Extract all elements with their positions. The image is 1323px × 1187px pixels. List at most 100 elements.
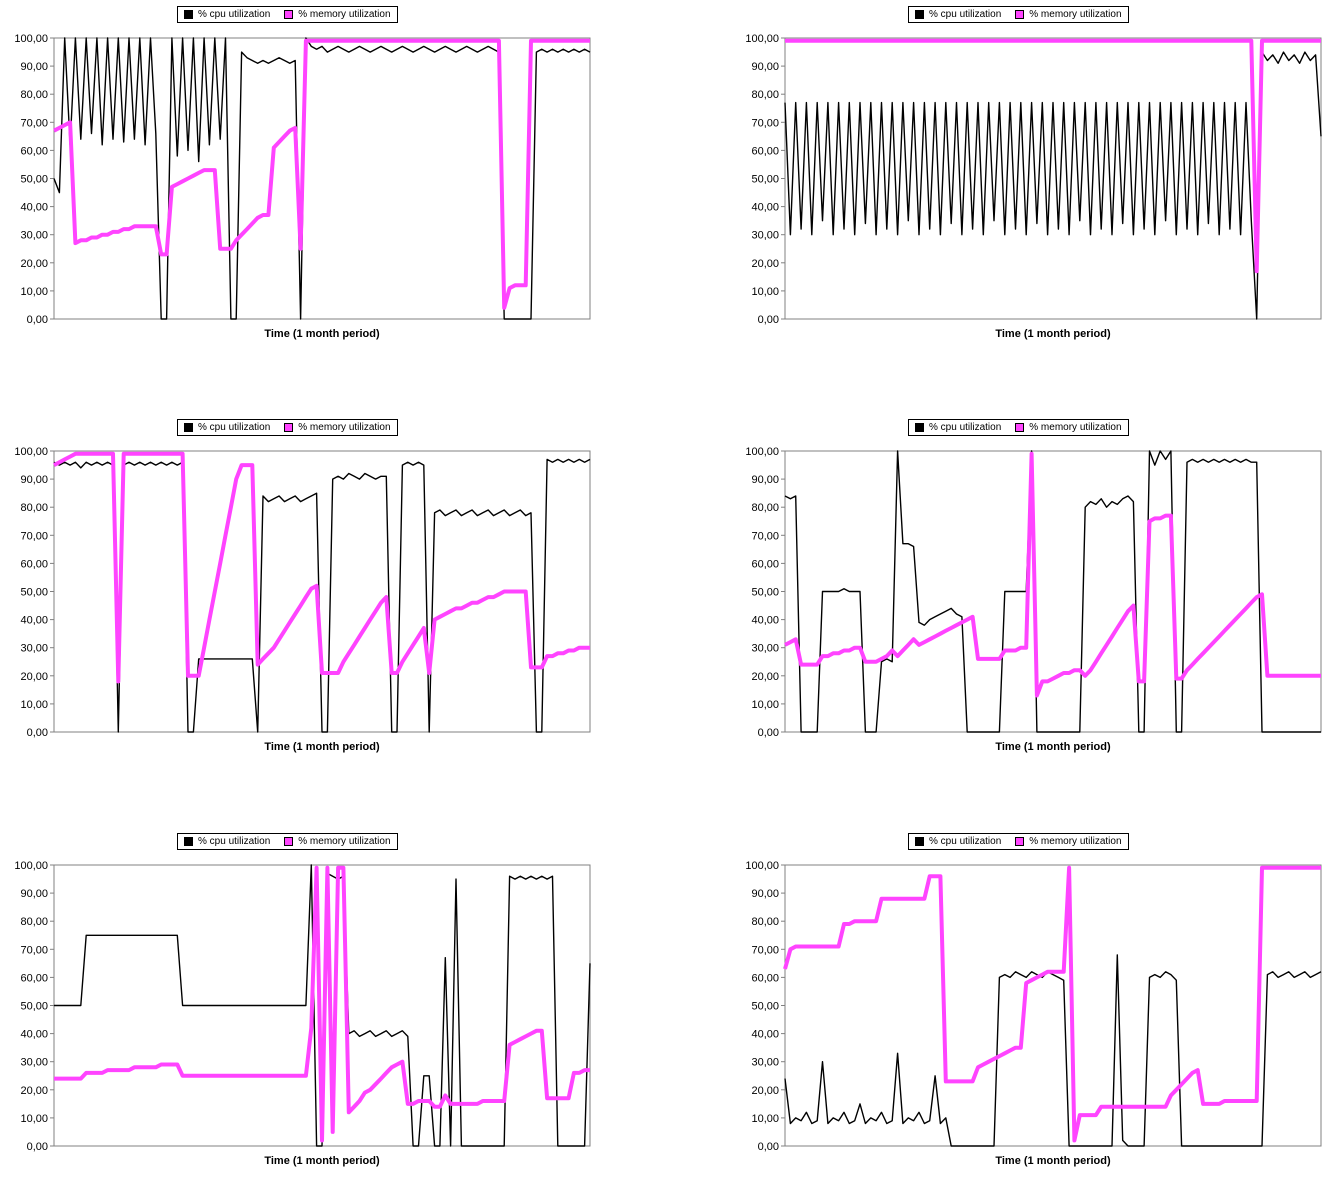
legend-swatch xyxy=(284,10,294,19)
chart-panel-3: % cpu utilization % memory utilization 0,0… xyxy=(0,413,600,773)
y-tick-label: 100,00 xyxy=(745,860,779,872)
chart-panel-4: % cpu utilization % memory utilization 0,0… xyxy=(731,413,1323,773)
y-tick-label: 90,00 xyxy=(751,61,779,73)
y-tick-label: 70,00 xyxy=(20,944,48,956)
memory-series-line xyxy=(53,38,590,310)
memory-series-line xyxy=(53,451,590,684)
legend-swatch xyxy=(915,837,924,846)
chart-panel-2: % cpu utilization % memory utilization 0,0… xyxy=(731,0,1323,360)
x-axis-label: Time (1 month period) xyxy=(264,328,380,340)
y-tick-label: 40,00 xyxy=(20,1029,48,1041)
y-tick-label: 80,00 xyxy=(751,502,779,514)
cpu-series-line xyxy=(54,864,591,1147)
y-tick-label: 70,00 xyxy=(20,117,48,129)
y-tick-label: 10,00 xyxy=(20,1113,48,1125)
legend-entry-memory: % memory utilization xyxy=(1015,836,1122,847)
y-tick-label: 60,00 xyxy=(751,558,779,570)
plot-area xyxy=(53,37,591,320)
legend-entry-memory: % memory utilization xyxy=(284,836,391,847)
y-tick-label: 80,00 xyxy=(20,89,48,101)
y-tick-label: 0,00 xyxy=(758,727,779,739)
cpu-series-line xyxy=(784,954,1322,1147)
legend-label: % memory utilization xyxy=(298,836,391,847)
chart-panel-6: % cpu utilization % memory utilization 0,0… xyxy=(731,827,1323,1187)
y-tick-label: 80,00 xyxy=(751,89,779,101)
y-tick-label: 50,00 xyxy=(751,587,779,599)
y-tick-label: 50,00 xyxy=(20,587,48,599)
memory-series-line xyxy=(783,865,1321,1143)
y-tick-label: 20,00 xyxy=(751,671,779,683)
legend-entry-cpu: % cpu utilization xyxy=(915,9,1001,20)
memory-series-line xyxy=(54,865,590,1143)
legend-swatch xyxy=(915,423,924,432)
legend-entry-cpu: % cpu utilization xyxy=(184,836,270,847)
y-tick-label: 20,00 xyxy=(20,671,48,683)
y-tick-label: 90,00 xyxy=(20,888,48,900)
plot-area xyxy=(784,864,1322,1147)
legend-label: % cpu utilization xyxy=(929,9,1002,20)
y-tick-label: 40,00 xyxy=(20,202,48,214)
y-tick-label: 80,00 xyxy=(751,916,779,928)
legend-label: % memory utilization xyxy=(298,422,391,433)
memory-series-line xyxy=(784,451,1321,698)
y-tick-label: 100,00 xyxy=(14,860,48,872)
chart-legend: % cpu utilization % memory utilization xyxy=(177,833,398,850)
legend-swatch xyxy=(184,837,193,846)
y-tick-label: 20,00 xyxy=(20,258,48,270)
y-tick-label: 70,00 xyxy=(751,117,779,129)
legend-swatch xyxy=(184,423,193,432)
cpu-series-line xyxy=(53,458,591,733)
legend-label: % memory utilization xyxy=(298,9,391,20)
legend-swatch xyxy=(284,837,294,846)
y-tick-label: 10,00 xyxy=(20,699,48,711)
y-tick-label: 0,00 xyxy=(758,1141,779,1153)
y-tick-label: 60,00 xyxy=(751,972,779,984)
y-tick-label: 70,00 xyxy=(751,530,779,542)
chart-legend: % cpu utilization % memory utilization xyxy=(177,6,398,23)
y-tick-label: 70,00 xyxy=(751,944,779,956)
y-tick-label: 60,00 xyxy=(20,972,48,984)
legend-label: % cpu utilization xyxy=(198,422,271,433)
y-tick-label: 0,00 xyxy=(758,314,779,326)
legend-label: % cpu utilization xyxy=(198,836,271,847)
y-tick-label: 80,00 xyxy=(20,502,48,514)
y-tick-label: 60,00 xyxy=(20,145,48,157)
y-tick-label: 10,00 xyxy=(20,286,48,298)
y-tick-label: 90,00 xyxy=(751,474,779,486)
chart-svg: 0,00 10,00 20,00 30,00 40,00 50,00 60,00 70,00 8… xyxy=(14,446,591,739)
legend-swatch xyxy=(184,10,193,19)
y-tick-label: 100,00 xyxy=(14,33,48,45)
x-axis-label: Time (1 month period) xyxy=(995,1155,1111,1167)
y-tick-label: 30,00 xyxy=(751,1057,779,1069)
legend-label: % memory utilization xyxy=(1029,9,1122,20)
y-tick-label: 30,00 xyxy=(751,643,779,655)
legend-swatch xyxy=(1015,423,1025,432)
chart-panel-5: % cpu utilization % memory utilization 0,0… xyxy=(0,827,600,1187)
y-tick-label: 10,00 xyxy=(751,286,779,298)
y-tick-label: 30,00 xyxy=(20,1057,48,1069)
chart-svg: 0,00 10,00 20,00 30,00 40,00 50,00 60,00 70,00 8… xyxy=(745,446,1322,739)
plot-area xyxy=(784,450,1322,733)
chart-panel-1: % cpu utilization % memory utilization 0,0… xyxy=(0,0,600,360)
legend-swatch xyxy=(284,423,294,432)
legend-label: % memory utilization xyxy=(1029,836,1122,847)
legend-entry-memory: % memory utilization xyxy=(284,422,391,433)
chart-svg: 0,00 10,00 20,00 30,00 40,00 50,00 60,00 70,00 8… xyxy=(14,33,591,326)
y-tick-label: 30,00 xyxy=(20,230,48,242)
cpu-series-line xyxy=(53,37,591,320)
cpu-series-line xyxy=(784,51,1322,320)
legend-entry-memory: % memory utilization xyxy=(284,9,391,20)
legend-swatch xyxy=(1015,837,1025,846)
x-axis-label: Time (1 month period) xyxy=(995,741,1111,753)
memory-series-line xyxy=(785,38,1321,274)
legend-label: % memory utilization xyxy=(1029,422,1122,433)
y-tick-label: 50,00 xyxy=(20,1001,48,1013)
y-tick-label: 100,00 xyxy=(14,446,48,458)
y-tick-label: 60,00 xyxy=(20,558,48,570)
y-tick-label: 90,00 xyxy=(751,888,779,900)
x-axis-label: Time (1 month period) xyxy=(995,328,1111,340)
y-tick-label: 40,00 xyxy=(20,615,48,627)
legend-entry-cpu: % cpu utilization xyxy=(184,9,270,20)
y-tick-label: 10,00 xyxy=(751,699,779,711)
y-tick-label: 60,00 xyxy=(751,145,779,157)
